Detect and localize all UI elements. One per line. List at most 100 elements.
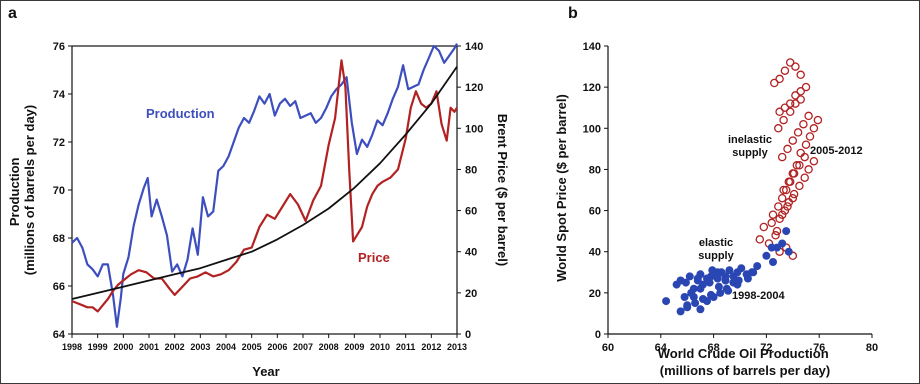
point-2005-2012 xyxy=(785,99,795,108)
x-tick-label-a: 2008 xyxy=(319,342,339,352)
panel-b-xlabel-line2: (millions of barrels per day) xyxy=(660,363,831,378)
point-1998-2004 xyxy=(676,307,685,316)
point-2005-2012 xyxy=(791,91,800,100)
point-1998-2004 xyxy=(681,278,690,287)
point-2005-2012 xyxy=(809,156,819,166)
period-2005-2012-annotation: 2005-2012 xyxy=(810,145,863,157)
point-2005-2012 xyxy=(796,148,805,158)
y-left-tick-label-a: 76 xyxy=(53,41,65,53)
x-tick-label-a: 2007 xyxy=(293,342,313,352)
x-tick-label-b: 76 xyxy=(813,342,825,354)
point-2005-2012 xyxy=(801,140,811,149)
y-right-tick-label-a: 0 xyxy=(465,329,471,341)
point-1998-2004 xyxy=(743,274,752,283)
point-1998-2004 xyxy=(716,288,725,297)
point-2005-2012 xyxy=(789,169,799,178)
panel-a-xlabel: Year xyxy=(252,364,279,379)
panel-b-label: b xyxy=(568,5,578,22)
point-2005-2012 xyxy=(777,210,787,219)
point-1998-2004 xyxy=(782,227,791,236)
y-tick-label-b: 60 xyxy=(589,206,601,218)
point-2005-2012 xyxy=(788,193,798,203)
panel-a-ylabel-right: Brent Price ($ per barrel) xyxy=(495,114,510,266)
point-1998-2004 xyxy=(721,272,730,281)
elastic-supply-annotation-line: elastic xyxy=(699,237,733,249)
panel-a-ylabel-left: Production (millions of barrels per day) xyxy=(7,105,37,276)
point-2005-2012 xyxy=(791,62,800,71)
point-1998-2004 xyxy=(769,258,777,266)
x-tick-label-a: 2013 xyxy=(447,342,467,352)
point-2005-2012 xyxy=(785,107,795,117)
y-right-tick-label-a: 100 xyxy=(465,123,483,135)
point-2005-2012 xyxy=(795,181,804,191)
point-2005-2012 xyxy=(795,161,804,170)
trend-curve xyxy=(71,66,458,300)
elastic-supply-annotation-line: supply xyxy=(698,250,734,262)
x-tick-label-a: 2002 xyxy=(165,342,185,352)
y-left-tick-label-a: 70 xyxy=(53,185,65,197)
price-line xyxy=(71,59,458,313)
x-tick-label-a: 2003 xyxy=(190,342,210,352)
point-2005-2012 xyxy=(809,124,819,133)
point-2005-2012 xyxy=(796,87,805,96)
point-2005-2012 xyxy=(796,70,805,80)
point-2005-2012 xyxy=(788,136,798,145)
point-2005-2012 xyxy=(800,173,809,182)
point-2005-2012 xyxy=(788,251,798,261)
panel-a-ylabel-left-line2: (millions of barrels per day) xyxy=(22,105,37,276)
point-1998-2004 xyxy=(685,272,694,281)
point-1998-2004 xyxy=(687,288,696,297)
price-annotation: Price xyxy=(358,250,390,265)
point-2005-2012 xyxy=(772,226,782,236)
x-tick-label-a: 1999 xyxy=(88,342,108,352)
y-left-tick-label-a: 66 xyxy=(53,281,65,293)
point-1998-2004 xyxy=(705,278,714,287)
x-tick-label-a: 1998 xyxy=(62,342,82,352)
point-1998-2004 xyxy=(693,276,702,285)
point-1998-2004 xyxy=(707,290,715,299)
y-left-tick-label-a: 68 xyxy=(53,233,65,245)
point-2005-2012 xyxy=(792,161,802,170)
point-1998-2004 xyxy=(696,284,705,293)
y-tick-label-b: 0 xyxy=(595,329,601,341)
inelastic-supply-annotation-line: supply xyxy=(732,147,768,159)
point-2005-2012 xyxy=(779,185,788,195)
point-1998-2004 xyxy=(696,270,705,279)
point-1998-2004 xyxy=(708,266,717,275)
inelastic-supply-annotation: inelastic supply xyxy=(728,134,772,159)
point-2005-2012 xyxy=(768,210,778,219)
point-1998-2004 xyxy=(778,239,787,248)
point-2005-2012 xyxy=(813,115,823,125)
x-tick-label-b: 72 xyxy=(760,342,772,354)
x-tick-label-a: 2000 xyxy=(113,342,133,352)
point-1998-2004 xyxy=(734,276,743,285)
y-left-tick-label-a: 72 xyxy=(53,137,65,149)
point-1998-2004 xyxy=(662,297,671,306)
production-annotation: Production xyxy=(146,106,215,121)
point-1998-2004 xyxy=(680,293,689,301)
point-2005-2012 xyxy=(783,144,792,154)
panel-b-ylabel: World Spot Price ($ per barrel) xyxy=(554,94,569,282)
point-2005-2012 xyxy=(780,66,790,75)
point-1998-2004 xyxy=(749,268,758,277)
point-1998-2004 xyxy=(691,299,700,308)
x-tick-label-b: 80 xyxy=(866,342,878,354)
point-2005-2012 xyxy=(774,124,783,133)
point-2005-2012 xyxy=(770,78,779,88)
production-line xyxy=(71,43,458,328)
x-tick-label-a: 2009 xyxy=(344,342,364,352)
panel-b-xlabel-line1: World Crude Oil Production xyxy=(658,346,829,361)
point-2005-2012 xyxy=(800,152,809,162)
y-right-tick-label-a: 140 xyxy=(465,41,483,53)
y-right-tick-label-a: 60 xyxy=(465,206,477,218)
point-2005-2012 xyxy=(783,202,792,211)
point-1998-2004 xyxy=(696,305,705,314)
y-tick-label-b: 120 xyxy=(583,82,601,94)
point-2005-2012 xyxy=(777,193,787,203)
x-tick-label-a: 2005 xyxy=(242,342,262,352)
y-tick-label-b: 80 xyxy=(589,164,601,176)
point-1998-2004 xyxy=(753,262,762,271)
point-2005-2012 xyxy=(791,99,800,108)
